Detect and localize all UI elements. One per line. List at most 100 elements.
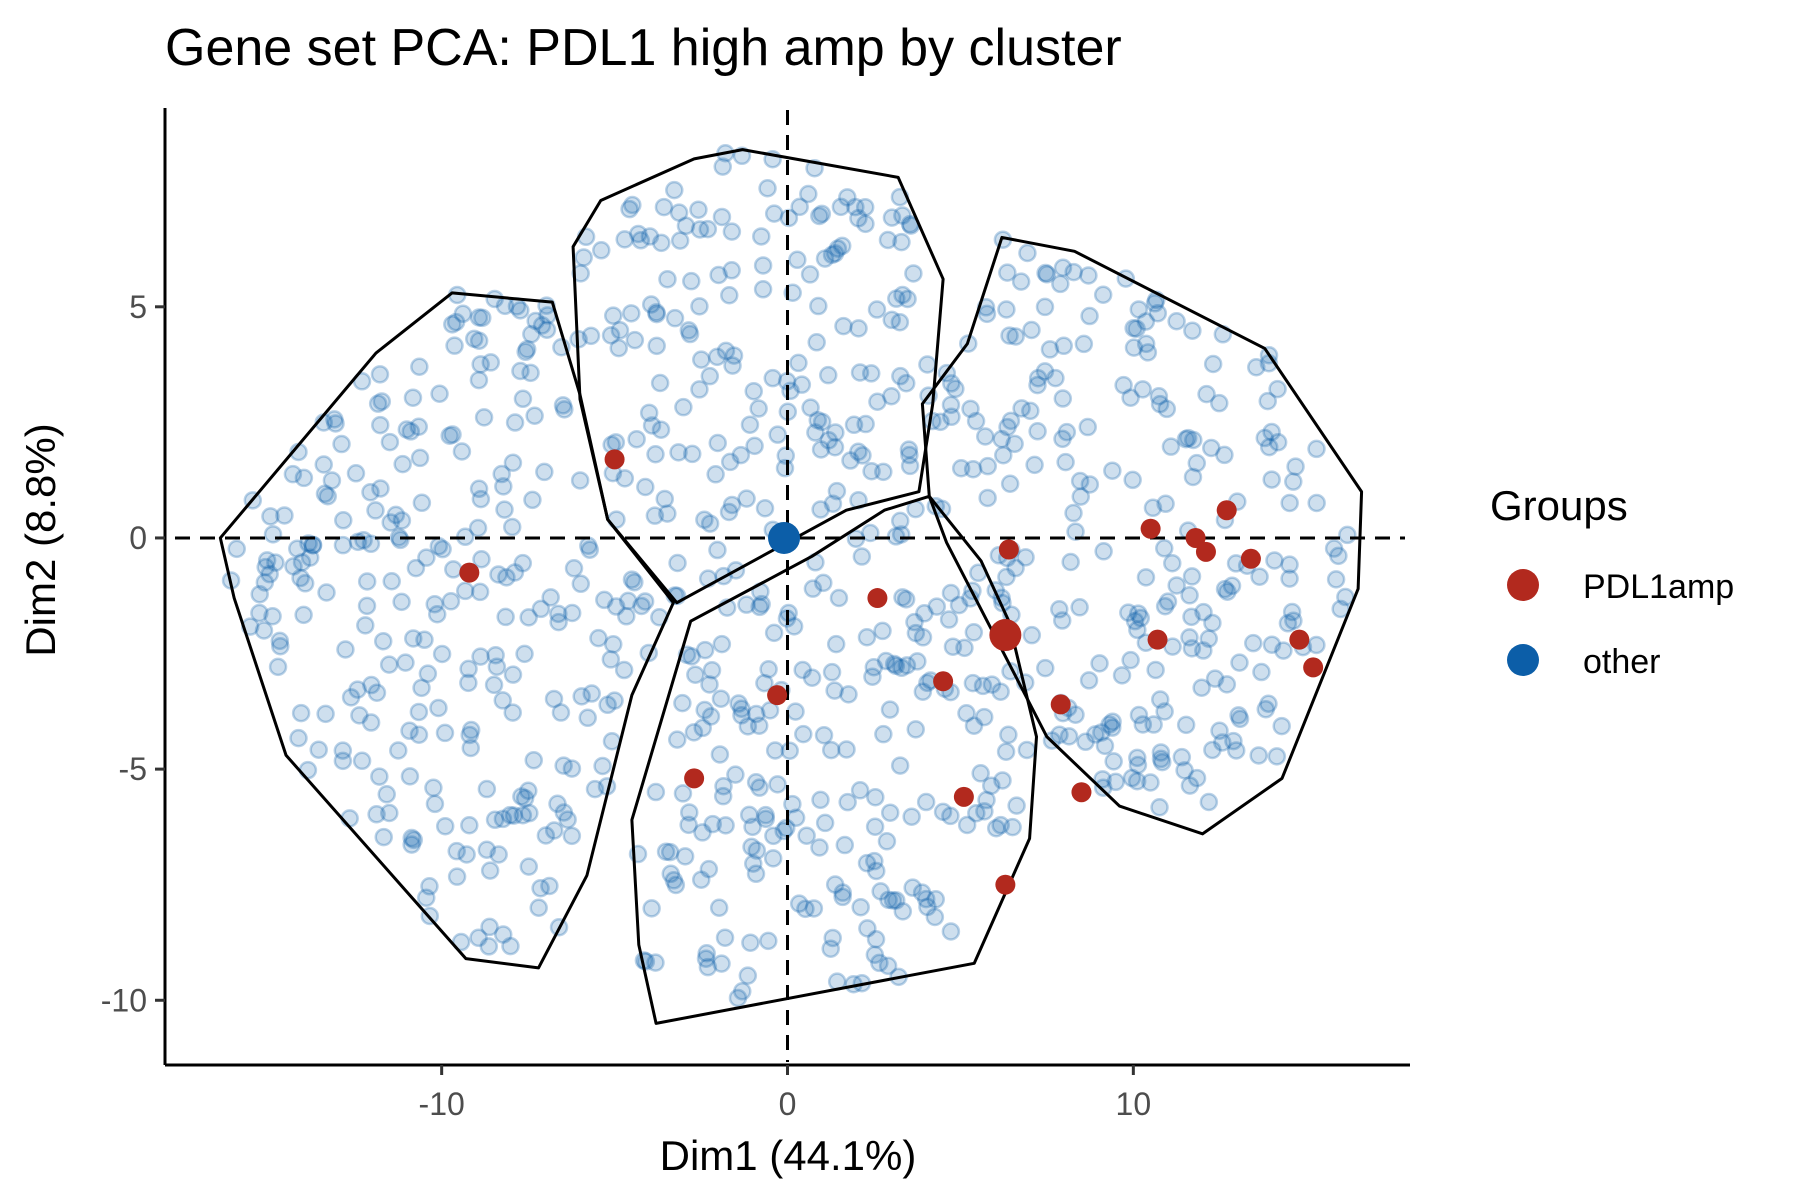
other-point: [1150, 394, 1170, 414]
other-point: [367, 805, 386, 824]
other-point: [857, 853, 877, 873]
other-point: [738, 717, 758, 736]
other-point: [858, 919, 877, 938]
other-point: [684, 723, 704, 742]
pdl1amp-point: [998, 539, 1019, 560]
other-point: [1017, 740, 1037, 760]
other-point: [673, 693, 692, 713]
other-point: [620, 199, 639, 219]
other-point: [479, 937, 499, 956]
other-point: [572, 687, 591, 706]
other-point: [544, 821, 564, 840]
cluster-hull-2: [571, 148, 945, 605]
other-point: [409, 725, 429, 745]
other-point: [447, 867, 467, 886]
other-point: [811, 790, 830, 810]
other-point: [811, 500, 830, 519]
other-point: [898, 289, 917, 309]
other-point: [720, 452, 740, 472]
other-point: [402, 828, 421, 848]
other-point: [1123, 470, 1142, 490]
other-point: [459, 673, 478, 693]
other-point: [756, 805, 775, 825]
other-point: [906, 623, 926, 643]
other-point: [703, 814, 722, 834]
other-point: [768, 425, 787, 444]
other-point: [639, 403, 659, 423]
other-point: [1197, 384, 1216, 404]
other-point: [601, 326, 621, 345]
other-point: [1021, 401, 1040, 421]
other-point: [1157, 399, 1177, 419]
other-point: [1262, 422, 1281, 442]
other-point: [430, 384, 449, 403]
other-point: [617, 607, 636, 626]
other-point: [882, 310, 902, 330]
other-point: [876, 651, 896, 671]
other-point: [821, 939, 840, 958]
other-point: [469, 331, 489, 351]
other-point: [1138, 343, 1158, 362]
other-point: [670, 231, 690, 250]
other-point: [964, 623, 984, 642]
other-point: [532, 316, 552, 335]
other-point: [696, 949, 716, 968]
other-point: [266, 553, 285, 572]
other-point: [578, 708, 597, 728]
other-point: [1213, 733, 1232, 752]
other-point: [1095, 736, 1115, 756]
other-point: [625, 572, 644, 592]
other-point: [841, 451, 860, 470]
other-point: [435, 816, 455, 836]
other-point: [1074, 334, 1094, 354]
other-point: [755, 673, 774, 693]
other-point: [284, 557, 303, 576]
pdl1amp-point: [1071, 782, 1092, 803]
other-point: [461, 738, 481, 758]
other-point: [861, 523, 880, 543]
other-point: [849, 209, 868, 228]
other-point: [470, 582, 490, 602]
other-point: [292, 553, 312, 572]
other-point: [973, 676, 993, 696]
other-point: [691, 870, 711, 889]
other-point: [812, 204, 832, 224]
other-point: [548, 794, 567, 814]
other-point: [698, 219, 718, 239]
other-point: [899, 440, 919, 459]
other-point: [963, 459, 983, 479]
other-point: [1093, 778, 1113, 797]
other-point: [367, 683, 387, 702]
other-point: [834, 316, 853, 336]
other-point: [1131, 608, 1151, 628]
other-point: [1144, 715, 1163, 734]
other-point: [1280, 493, 1299, 513]
other-point: [698, 957, 718, 977]
other-point: [432, 644, 452, 664]
other-point: [1052, 611, 1072, 630]
other-point: [471, 489, 491, 509]
other-point: [520, 803, 539, 823]
other-point: [890, 312, 910, 332]
other-point: [1003, 817, 1022, 837]
other-point: [967, 803, 986, 823]
other-point: [786, 808, 806, 828]
pdl1amp-point: [1140, 518, 1161, 539]
other-point: [700, 675, 719, 694]
other-point: [1286, 457, 1305, 476]
other-point: [809, 296, 828, 316]
other-point: [1079, 671, 1099, 690]
other-point: [469, 308, 489, 327]
other-point: [893, 588, 912, 607]
other-point: [523, 490, 542, 510]
other-point: [833, 887, 852, 907]
other-point: [381, 513, 400, 532]
other-point: [665, 308, 685, 328]
other-point: [295, 574, 315, 593]
other-point: [1284, 611, 1303, 630]
other-point: [1183, 467, 1203, 487]
other-point: [517, 339, 537, 359]
other-point: [723, 356, 742, 375]
other-point: [942, 374, 961, 393]
other-point: [1226, 741, 1246, 760]
